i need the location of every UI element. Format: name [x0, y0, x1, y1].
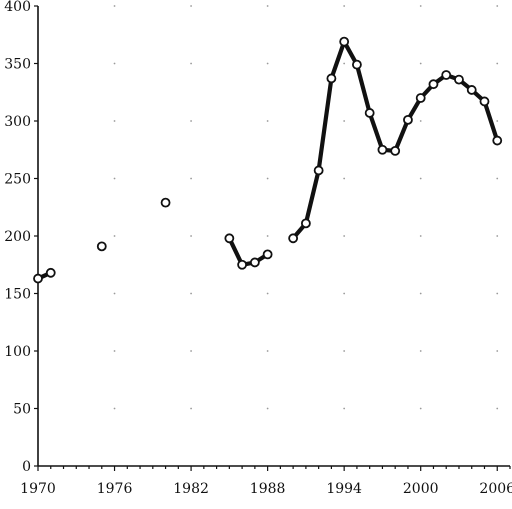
data-point	[224, 233, 235, 244]
x-tick-label: 1988	[250, 481, 286, 497]
grid-dot	[266, 177, 269, 180]
grid-dot	[113, 407, 116, 410]
data-point	[96, 241, 107, 252]
grid-dot	[419, 62, 422, 65]
grid-dot	[343, 177, 346, 180]
data-point	[45, 267, 56, 278]
x-tick-label: 1982	[173, 481, 209, 497]
grid-dot	[266, 235, 269, 237]
y-tick-label: 0	[22, 459, 31, 475]
data-point	[492, 135, 503, 146]
data-point	[364, 108, 375, 118]
grid-dot	[190, 235, 192, 237]
y-tick-label: 350	[4, 57, 31, 73]
grid-dot	[266, 350, 269, 352]
grid-dot	[113, 177, 116, 180]
y-tick-label: 250	[4, 172, 31, 188]
series-points	[33, 36, 503, 284]
data-point	[403, 114, 413, 125]
y-tick-label: 100	[4, 344, 31, 360]
grid-dot	[496, 5, 499, 7]
x-tick-label: 2006	[479, 481, 512, 497]
grid-dot	[419, 350, 422, 352]
data-point	[441, 70, 452, 80]
data-point	[326, 73, 337, 84]
grid-dot	[343, 62, 346, 65]
data-point	[454, 74, 464, 85]
axes-layer	[37, 6, 510, 467]
grid-dot	[266, 120, 269, 122]
data-point	[33, 273, 43, 284]
grid-dot	[496, 235, 499, 237]
x-tick-label: 1976	[97, 481, 133, 497]
y-tick-label: 50	[13, 402, 31, 418]
grid-dot	[496, 292, 499, 295]
ticks-layer: 0 50 100 150 200 250 300 350 400 1970 1976 1982 1988…	[4, 0, 512, 497]
data-point	[249, 257, 260, 268]
grid-dot	[419, 5, 422, 7]
grid-dot	[496, 120, 499, 122]
grid-dot	[190, 350, 192, 352]
data-point	[262, 249, 273, 260]
grid-dot	[190, 407, 192, 410]
data-point	[352, 59, 362, 70]
grid-dot	[190, 292, 192, 295]
y-tick-label: 400	[4, 0, 31, 15]
grid-dot	[113, 5, 116, 7]
data-point	[415, 93, 426, 103]
data-point	[339, 36, 350, 47]
grid-dot	[190, 120, 192, 122]
grid-dot	[419, 292, 422, 295]
grid-dot	[190, 62, 192, 65]
grid-dot	[190, 5, 192, 7]
grid-dot	[266, 62, 269, 65]
x-tick-label: 1970	[20, 481, 56, 497]
grid-dot	[496, 62, 499, 65]
data-point	[466, 85, 477, 95]
grid-dot	[343, 235, 346, 237]
data-point	[288, 233, 299, 244]
grid-dot	[113, 235, 116, 237]
x-tick-label: 2000	[403, 481, 439, 497]
grid-dot	[343, 5, 346, 7]
grid-dot	[419, 177, 422, 180]
grid-dot	[343, 292, 346, 295]
grid-dot	[419, 120, 422, 122]
data-point	[160, 197, 171, 208]
grid-dot	[266, 5, 269, 7]
data-point	[479, 96, 490, 107]
x-tick-label: 1994	[326, 481, 362, 497]
grid-dot	[343, 407, 346, 410]
grid-dot	[190, 177, 192, 180]
y-tick-label: 300	[4, 114, 31, 130]
data-point	[377, 144, 388, 155]
data-point	[390, 145, 401, 156]
grid-dot	[113, 62, 116, 65]
data-point	[428, 79, 439, 90]
grid-dot	[343, 350, 346, 352]
grid-dot	[113, 120, 116, 122]
y-tick-label: 200	[4, 229, 31, 245]
grid-dot	[419, 407, 422, 410]
series-line-segment	[291, 39, 500, 241]
data-point	[300, 218, 311, 229]
grid-dot	[266, 407, 269, 410]
grid-dot	[266, 292, 269, 295]
grid-dot	[343, 120, 346, 122]
y-tick-label: 150	[4, 287, 31, 303]
series-line-segment	[227, 236, 270, 267]
grid-dot	[113, 350, 116, 352]
grid-dot	[419, 235, 422, 237]
data-point	[237, 259, 248, 270]
grid-dot	[113, 292, 116, 295]
grid-layer	[113, 5, 499, 410]
grid-dot	[496, 407, 499, 410]
grid-dot	[496, 177, 499, 180]
series-lines	[35, 39, 500, 281]
data-point	[313, 165, 324, 176]
grid-dot	[496, 350, 499, 352]
